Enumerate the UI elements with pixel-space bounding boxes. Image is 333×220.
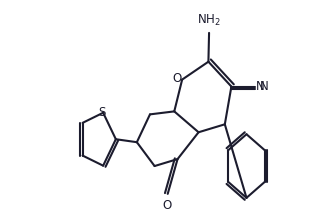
Text: NH$_2$: NH$_2$ (197, 13, 221, 28)
Text: O: O (173, 72, 182, 85)
Text: S: S (98, 106, 106, 119)
Text: O: O (162, 199, 171, 212)
Text: N: N (256, 80, 265, 93)
Text: N: N (260, 80, 269, 93)
